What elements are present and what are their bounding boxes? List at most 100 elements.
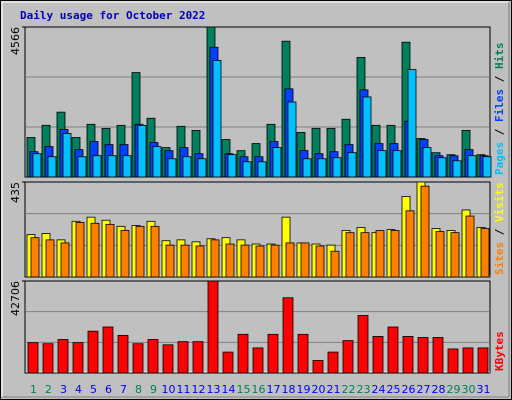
- bar: [342, 340, 354, 374]
- bar: [135, 225, 145, 278]
- bar: [375, 230, 385, 278]
- bar: [92, 155, 102, 178]
- bar: [152, 146, 162, 178]
- bar: [210, 239, 220, 278]
- bar: [315, 245, 325, 278]
- bar: [45, 239, 55, 278]
- bar: [387, 326, 399, 374]
- bar: [75, 222, 85, 278]
- legend-separator: /: [493, 122, 506, 142]
- x-tick-label: 12: [192, 383, 206, 396]
- x-tick-label: 16: [252, 383, 266, 396]
- bar: [312, 360, 324, 374]
- bar: [317, 158, 327, 178]
- bar: [32, 153, 42, 178]
- bar: [285, 242, 295, 278]
- bar: [240, 244, 250, 278]
- bar: [422, 147, 432, 178]
- bar: [90, 222, 100, 278]
- x-tick-label: 17: [267, 383, 281, 396]
- legend-entry: KBytes: [493, 331, 506, 371]
- bar: [105, 223, 115, 278]
- bar: [392, 150, 402, 178]
- legend-entry: Visits: [493, 182, 506, 222]
- bar: [177, 341, 189, 374]
- x-tick-label: 29: [447, 383, 461, 396]
- bar: [332, 157, 342, 178]
- bar: [420, 185, 430, 278]
- x-tick-label: 10: [162, 383, 176, 396]
- bar: [360, 232, 370, 278]
- x-tick-label: 24: [372, 383, 386, 396]
- x-tick-label: 31: [477, 383, 491, 396]
- x-tick-label: 22: [342, 383, 356, 396]
- bar: [180, 244, 190, 278]
- bar: [60, 242, 70, 278]
- x-tick-label: 9: [150, 383, 157, 396]
- bar: [117, 334, 129, 374]
- bar: [465, 215, 475, 278]
- y-tick-label: 4566: [9, 27, 22, 55]
- bar: [212, 60, 222, 178]
- bar: [27, 342, 39, 374]
- x-tick-label: 13: [207, 383, 221, 396]
- x-tick-label: 18: [282, 383, 296, 396]
- legend: Pages / Files / Hits: [493, 43, 506, 176]
- x-tick-label: 15: [237, 383, 251, 396]
- x-tick-label: 26: [402, 383, 416, 396]
- bar: [242, 161, 252, 178]
- x-tick-label: 11: [177, 383, 191, 396]
- bar: [257, 161, 267, 178]
- x-tick-label: 25: [387, 383, 401, 396]
- bar: [327, 351, 339, 374]
- bar: [30, 237, 40, 278]
- bar: [330, 250, 340, 278]
- bar: [270, 244, 280, 278]
- bar: [300, 242, 310, 278]
- bar: [42, 343, 54, 374]
- bar: [237, 333, 249, 374]
- bar: [407, 69, 417, 178]
- legend-entry: Sites: [493, 242, 506, 275]
- bar: [462, 347, 474, 374]
- bar: [482, 156, 492, 178]
- bar: [120, 230, 130, 278]
- bar: [182, 156, 192, 178]
- bar: [467, 155, 477, 178]
- bar: [195, 245, 205, 278]
- bar: [165, 244, 175, 278]
- x-tick-label: 21: [327, 383, 341, 396]
- bar: [287, 101, 297, 178]
- bar: [432, 337, 444, 374]
- bar: [372, 336, 384, 374]
- legend-entry: Files: [493, 89, 506, 122]
- bar: [437, 157, 447, 178]
- bar: [447, 348, 459, 374]
- bar: [390, 230, 400, 278]
- bar: [132, 343, 144, 374]
- x-tick-label: 28: [432, 383, 446, 396]
- bar: [297, 333, 309, 374]
- bar: [150, 225, 160, 278]
- bar: [377, 150, 387, 178]
- bar: [480, 228, 490, 278]
- bar: [435, 231, 445, 278]
- x-tick-label: 14: [222, 383, 236, 396]
- bar: [167, 158, 177, 178]
- legend: KBytes: [493, 331, 506, 371]
- bar: [357, 315, 369, 374]
- bar: [62, 133, 72, 178]
- bar: [207, 280, 219, 374]
- bar: [255, 245, 265, 278]
- bar: [302, 158, 312, 178]
- bar: [452, 160, 462, 178]
- bar: [272, 147, 282, 178]
- x-tick-label: 30: [462, 383, 476, 396]
- x-tick-label: 23: [357, 383, 371, 396]
- legend-entry: Pages: [493, 142, 506, 175]
- bar: [147, 339, 159, 374]
- bar: [162, 344, 174, 374]
- bar: [137, 124, 147, 178]
- y-tick-label: 435: [9, 182, 22, 203]
- bar: [87, 330, 99, 374]
